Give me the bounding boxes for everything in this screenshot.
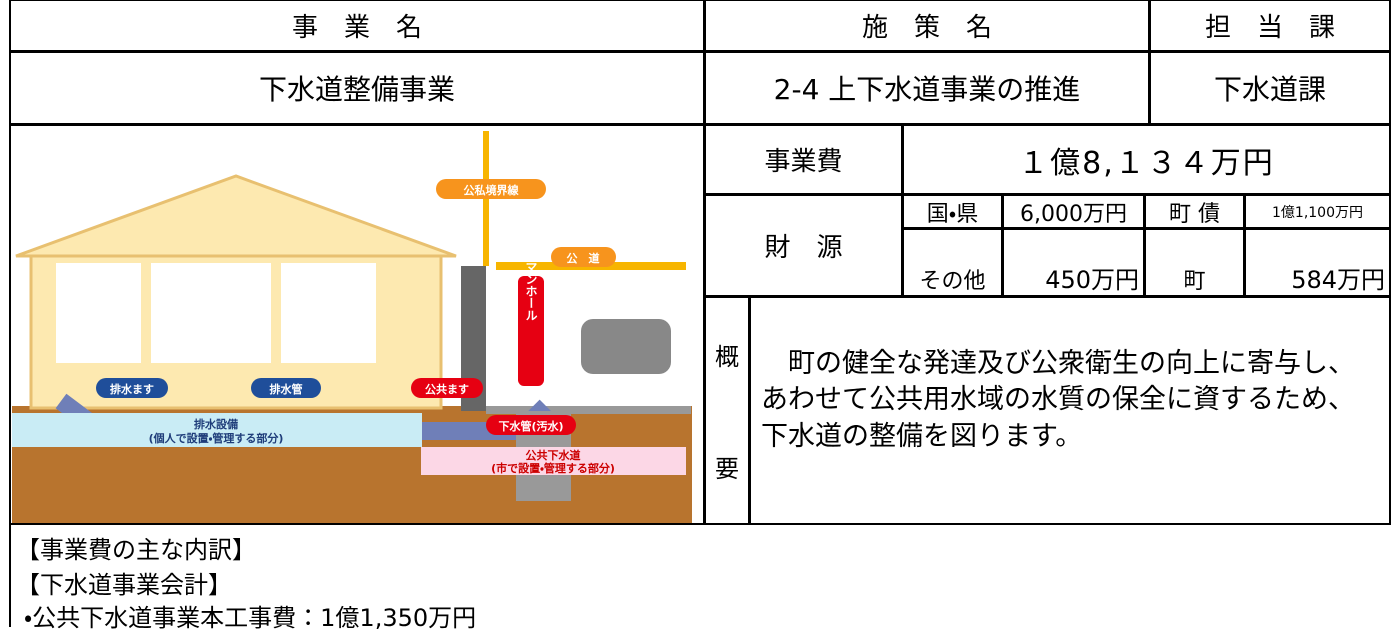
- sewer-diagram: 公私境界線 公 道 マンホール 排水ます 排水管 公共ます 下水管(汚水) 排水…: [12, 131, 692, 523]
- diagram-label: 公共ます: [425, 382, 469, 396]
- breakdown-title: 【事業費の主な内訳】: [16, 536, 256, 564]
- breakdown-account: 【下水道事業会計】: [16, 571, 232, 599]
- diagram-label: (個人で設置・管理する部分): [149, 431, 284, 445]
- diagram-label: 公共下水道: [526, 448, 581, 462]
- funding-source: 国・県: [902, 194, 1003, 229]
- diagram-label: 公私境界線: [464, 183, 520, 197]
- image-cell: 公私境界線 公 道 マンホール 排水ます 排水管 公共ます 下水管(汚水) 排水…: [9, 124, 705, 525]
- diagram-label: 公 道: [567, 251, 600, 265]
- summary-label-top: 概: [715, 342, 739, 371]
- funding-amount: 1億1,100万円: [1244, 194, 1391, 229]
- header-cell: 事 業 名: [9, 0, 705, 52]
- diagram-label: マンホール: [524, 261, 538, 321]
- project-name: 下水道整備事業: [9, 51, 705, 125]
- funding-amount: 450万円: [1002, 228, 1145, 297]
- funding-amount: 584万円: [1244, 228, 1391, 297]
- diagram-label: 排水設備: [194, 417, 238, 431]
- diagram-label: 下水管(汚水): [498, 419, 563, 433]
- policy-name: 2-4 上下水道事業の推進: [704, 51, 1150, 125]
- diagram-label: 排水管: [270, 382, 303, 396]
- border: [9, 525, 11, 627]
- summary-label-bottom: 要: [715, 455, 739, 484]
- funding-label: 財 源: [704, 194, 903, 297]
- breakdown-item: ・公共下水道事業本工事費：1億1,350万円: [24, 604, 477, 632]
- funding-source: 町 債: [1144, 194, 1245, 229]
- header-cell: 担 当 課: [1149, 0, 1391, 52]
- cost-value: １億8,１３４万円: [902, 124, 1391, 195]
- diagram-label: 排水ます: [110, 382, 154, 396]
- summary-text: 町の健全な発達及び公衆衛生の向上に寄与し、あわせて公共用水域の水質の保全に資する…: [749, 296, 1391, 525]
- diagram-label: (市で設置・管理する部分): [491, 461, 615, 475]
- cost-label: 事業費: [704, 124, 903, 195]
- header-cell: 施 策 名: [704, 0, 1150, 52]
- summary-label: 概 要: [704, 296, 750, 525]
- department: 下水道課: [1149, 51, 1391, 125]
- funding-amount: 6,000万円: [1002, 194, 1145, 229]
- funding-source: その他: [902, 228, 1003, 297]
- funding-source: 町: [1144, 228, 1245, 297]
